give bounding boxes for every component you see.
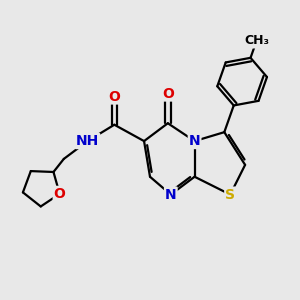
Text: S: S xyxy=(225,188,235,202)
Text: N: N xyxy=(189,134,200,148)
Text: N: N xyxy=(165,188,177,202)
Text: O: O xyxy=(108,89,120,103)
Text: O: O xyxy=(162,86,174,100)
Text: NH: NH xyxy=(76,134,99,148)
Text: CH₃: CH₃ xyxy=(244,34,269,47)
Text: O: O xyxy=(54,187,66,201)
